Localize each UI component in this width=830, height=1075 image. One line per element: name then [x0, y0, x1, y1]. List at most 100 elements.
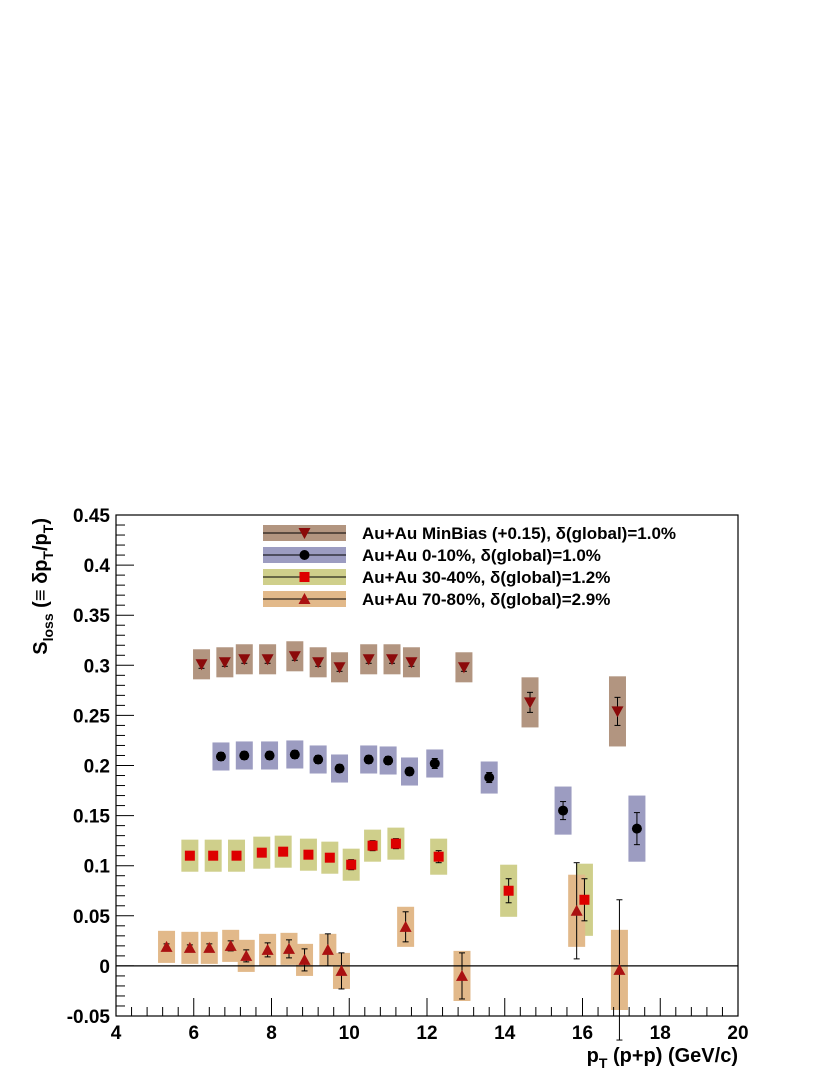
data-point — [611, 706, 624, 718]
data-point — [224, 939, 237, 951]
data-point — [183, 941, 196, 953]
legend: Au+Au MinBias (+0.15), δ(global)=1.0% Au+… — [263, 524, 676, 609]
data-point — [613, 963, 626, 975]
y-axis-title-main: S — [30, 641, 52, 654]
data-point — [312, 657, 325, 669]
data-point — [335, 964, 348, 976]
data-point — [363, 754, 374, 765]
x-axis-title-rest: (p+p) (GeV/c) — [607, 1045, 738, 1067]
data-point — [313, 754, 324, 765]
data-point — [289, 749, 300, 760]
legend-label: Au+Au 0-10%, δ(global)=1.0% — [362, 546, 601, 565]
y-axis-title: Sloss (≡ δpT/pT) — [30, 518, 56, 655]
y-tick-label: 0.15 — [73, 807, 110, 828]
x-tick-label: 20 — [727, 1023, 748, 1044]
data-point — [278, 846, 289, 857]
y-tick-label: 0.2 — [84, 757, 110, 778]
data-point — [218, 657, 231, 669]
data-point — [239, 750, 250, 761]
legend-marker — [298, 528, 311, 539]
x-tick-label: 18 — [650, 1023, 671, 1044]
data-point — [231, 850, 242, 861]
x-tick-label: 6 — [188, 1023, 199, 1044]
data-point — [321, 943, 334, 955]
data-point — [215, 751, 226, 762]
data-point — [240, 949, 253, 961]
data-point — [195, 659, 208, 671]
data-point — [455, 969, 468, 981]
data-point — [570, 904, 583, 916]
data-point — [203, 941, 216, 953]
data-point — [429, 758, 440, 769]
x-axis-title-sub: T — [599, 1055, 608, 1071]
y-tick-label: 0 — [99, 957, 110, 978]
data-point — [282, 942, 295, 954]
x-axis-title: pT (p+p) (GeV/c) — [587, 1045, 738, 1071]
data-point — [367, 840, 378, 851]
markers-layer — [160, 651, 642, 981]
systematic-boxes-layer — [158, 641, 646, 1010]
legend-marker — [298, 593, 311, 604]
y-tick-label: -0.05 — [67, 1007, 111, 1028]
data-point — [208, 850, 219, 861]
data-point — [399, 920, 412, 932]
y-axis-title-rest-a: (≡ δp — [30, 560, 52, 614]
x-tick-label: 10 — [339, 1023, 360, 1044]
x-tick-label: 12 — [416, 1023, 437, 1044]
y-tick-label: 0.35 — [73, 606, 110, 627]
data-point — [390, 838, 401, 849]
data-point — [524, 697, 537, 709]
data-point — [404, 766, 415, 777]
data-point — [160, 940, 173, 952]
y-tick-label: 0.45 — [73, 506, 110, 527]
y-axis-title-rest-b: /p — [30, 533, 52, 551]
data-point — [334, 763, 345, 774]
y-axis-title-sub2: T — [40, 551, 56, 560]
y-axis-title-sub: loss — [40, 613, 56, 641]
data-point — [386, 654, 399, 666]
data-point — [457, 662, 470, 674]
data-point — [405, 657, 418, 669]
data-point — [298, 953, 311, 965]
data-point — [503, 885, 514, 896]
legend-label: Au+Au 70-80%, δ(global)=2.9% — [362, 590, 610, 609]
data-point — [346, 859, 357, 870]
x-tick-label: 16 — [572, 1023, 593, 1044]
data-point — [631, 823, 642, 834]
y-tick-label: 0.4 — [84, 556, 111, 577]
data-point — [484, 772, 495, 783]
legend-marker — [299, 572, 310, 582]
x-tick-label: 14 — [494, 1023, 516, 1044]
x-tick-label: 4 — [111, 1023, 122, 1044]
y-axis-title-sub3: T — [40, 524, 56, 533]
y-tick-label: 0.25 — [73, 706, 110, 727]
legend-label: Au+Au MinBias (+0.15), δ(global)=1.0% — [362, 524, 676, 543]
y-tick-label: 0.1 — [84, 857, 111, 878]
x-tick-label: 8 — [266, 1023, 277, 1044]
data-point — [579, 894, 590, 905]
x-axis-title-main: p — [587, 1045, 599, 1067]
data-point — [288, 651, 301, 663]
axis-ticks — [115, 514, 739, 1017]
y-tick-label: 0.05 — [73, 907, 110, 928]
data-point — [558, 805, 569, 816]
x-tick-labels: 4 6 8 10 12 14 16 18 20 — [111, 1023, 749, 1044]
y-tick-label: 0.3 — [84, 656, 110, 677]
data-point — [184, 850, 195, 861]
data-point — [303, 849, 314, 860]
data-point — [264, 750, 275, 761]
legend-label: Au+Au 30-40%, δ(global)=1.2% — [362, 568, 610, 587]
legend-marker — [299, 550, 310, 560]
y-axis-title-rest-c: ) — [30, 518, 52, 525]
data-point — [256, 847, 267, 858]
data-point — [333, 662, 346, 674]
y-tick-labels: -0.05 0 0.05 0.1 0.15 0.2 0.25 0.3 0.35 0.4 0.45 — [67, 506, 111, 1028]
data-point — [238, 654, 251, 666]
data-point — [261, 943, 274, 955]
data-point — [383, 755, 394, 766]
data-point — [362, 654, 375, 666]
data-point — [433, 851, 444, 862]
data-point — [324, 852, 335, 863]
data-point — [261, 654, 274, 666]
